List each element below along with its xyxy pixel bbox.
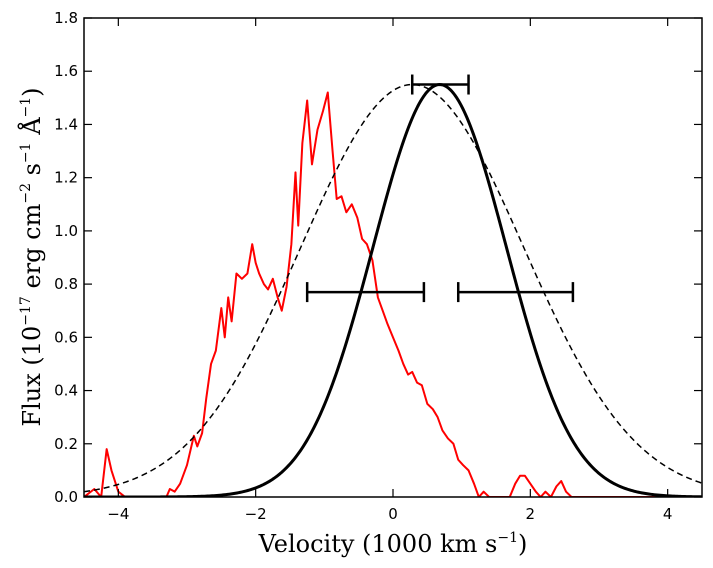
error-bar-3 [456,282,575,303]
y-tick-label: 0.8 [54,275,78,293]
y-tick-label: 0.0 [54,488,78,506]
y-tick-label: 1.0 [54,222,78,240]
gaussian-fit-dashed-line [84,83,702,493]
y-tick-label: 0.4 [54,382,78,400]
y-axis-label: Flux (10−17 erg cm−2 s−1 Å−1) [17,87,46,426]
error-bar-1 [410,74,470,95]
error-bars [305,74,575,303]
x-axis-label: Velocity (1000 km s−1) [258,530,528,558]
x-axis-ticks: −4 −2 0 2 4 [107,18,672,523]
x-tick-label: 0 [388,505,398,523]
x-tick-label: 2 [526,505,536,523]
y-tick-label: 1.6 [54,62,78,80]
y-tick-label: 0.2 [54,435,78,453]
error-bar-2 [305,282,426,303]
y-tick-label: 1.2 [54,169,78,187]
data-series [84,83,702,497]
observed-spectrum-line [84,91,702,497]
y-axis-ticks: 0.0 0.2 0.4 0.6 0.8 1.0 1.2 1.4 1.6 1.8 [54,9,702,506]
y-tick-label: 1.4 [54,115,78,133]
x-tick-label: −2 [245,505,267,523]
x-tick-label: 4 [663,505,673,523]
y-tick-label: 1.8 [54,9,78,27]
gaussian-fit-solid-line [84,83,702,497]
y-tick-label: 0.6 [54,328,78,346]
plot-frame [83,17,703,498]
x-tick-label: −4 [107,505,129,523]
